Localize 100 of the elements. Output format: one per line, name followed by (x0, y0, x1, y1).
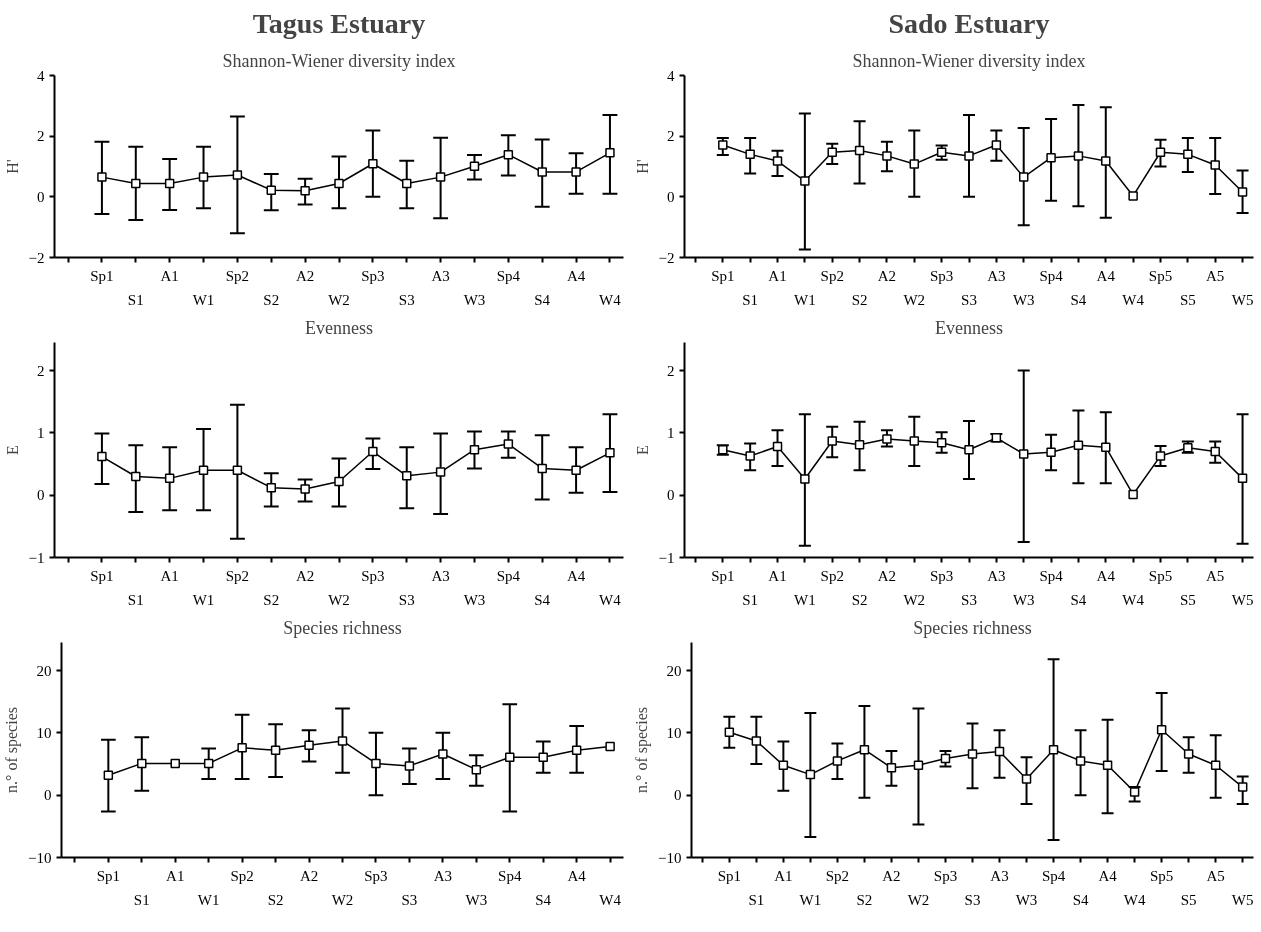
x-tick-label: A3 (987, 567, 1006, 584)
point (1237, 187, 1248, 197)
x-tick-label: A1 (768, 267, 787, 284)
x-tick-label: Sp1 (90, 567, 114, 584)
x-tick-label: A4 (566, 267, 586, 284)
y-tick-label: 2 (37, 128, 45, 145)
point (401, 178, 412, 189)
point (1129, 787, 1140, 797)
y-tick-label: 0 (37, 487, 45, 504)
point (137, 758, 147, 769)
point (266, 482, 277, 493)
x-tick-label: A2 (882, 867, 901, 884)
x-tick-label: W4 (1123, 891, 1146, 908)
point (97, 451, 107, 462)
point (909, 159, 920, 169)
chart-subtitle: Shannon-Wiener diversity index (852, 50, 1086, 71)
point (368, 159, 378, 169)
x-tick-label: A4 (566, 567, 586, 584)
point (991, 140, 1002, 150)
chart-title: Species richness (913, 617, 1032, 638)
x-tick-label: A2 (877, 267, 897, 284)
y-tick-label: 10 (36, 724, 52, 741)
x-tick-label: S1 (127, 291, 144, 308)
x-tick-label: W1 (794, 591, 816, 608)
point (1101, 156, 1111, 166)
x-tick-label: Sp4 (1039, 267, 1064, 284)
point (1048, 744, 1059, 755)
x-tick-label: W5 (1231, 291, 1254, 308)
point (401, 471, 412, 481)
point (164, 473, 175, 484)
x-tick-label: Sp2 (820, 567, 844, 584)
x-tick-label: W3 (1012, 591, 1035, 608)
x-tick-label: W5 (1231, 591, 1254, 608)
x-tick-label: A5 (1206, 267, 1225, 284)
point (300, 186, 310, 196)
point (1102, 760, 1113, 771)
point (1210, 760, 1221, 771)
y-axis-title: E (3, 445, 21, 455)
point (859, 744, 870, 755)
x-tick-label: A4 (567, 867, 587, 884)
point (131, 471, 141, 482)
point (827, 147, 837, 157)
y-tick-label: −10 (658, 849, 682, 866)
x-tick-label: A3 (433, 867, 453, 884)
x-tick-label: Sp4 (498, 867, 522, 884)
x-tick-label: W3 (463, 291, 486, 308)
point (266, 185, 277, 195)
x-tick-label: Sp5 (1148, 567, 1173, 584)
point (505, 752, 515, 762)
point (745, 149, 755, 160)
point (164, 178, 175, 189)
x-tick-label: W1 (197, 891, 220, 908)
x-tick-label: Sp5 (1148, 267, 1173, 284)
x-tick-label: A3 (431, 567, 450, 584)
x-tick-label: Sp2 (225, 267, 250, 284)
point (745, 451, 755, 461)
point (882, 434, 892, 444)
x-tick-label: Sp3 (933, 867, 958, 884)
x-tick-label: W3 (1015, 891, 1038, 908)
x-tick-label: A3 (990, 867, 1009, 884)
point (1046, 152, 1056, 163)
point (237, 743, 247, 753)
x-tick-label: S4 (534, 291, 551, 308)
x-tick-label: S2 (856, 891, 873, 908)
x-tick-label: A2 (295, 567, 315, 584)
y-tick-label: −2 (658, 249, 675, 266)
point (337, 736, 348, 746)
point (1073, 440, 1084, 451)
point (471, 764, 482, 775)
x-tick-label: W1 (192, 591, 215, 608)
point (1183, 749, 1194, 759)
x-tick-label: S2 (851, 591, 868, 608)
y-tick-label: −1 (28, 549, 45, 566)
y-tick-label: 0 (37, 188, 45, 205)
y-axis-title: E (633, 445, 651, 455)
x-tick-label: Sp2 (825, 867, 850, 884)
x-tick-label: S5 (1179, 291, 1196, 308)
chart-title: Sado Estuary (888, 7, 1050, 39)
x-tick-label: A1 (774, 867, 793, 884)
x-tick-label: S2 (263, 291, 280, 308)
point (435, 467, 446, 477)
point (571, 465, 581, 475)
y-tick-label: 20 (36, 662, 52, 679)
x-tick-label: W5 (1231, 891, 1254, 908)
x-tick-label: Sp1 (711, 267, 735, 284)
point (1021, 774, 1032, 784)
y-tick-label: 1 (667, 424, 675, 441)
x-tick-label: Sp3 (929, 267, 954, 284)
point (800, 176, 810, 186)
point (751, 736, 762, 746)
x-tick-label: S1 (133, 891, 150, 908)
x-tick-label: A4 (1096, 267, 1116, 284)
point (772, 441, 783, 452)
point (1237, 782, 1248, 792)
x-tick-label: W1 (799, 891, 822, 908)
x-tick-label: W2 (328, 291, 350, 308)
x-tick-label: S1 (742, 591, 759, 608)
x-tick-label: S4 (535, 891, 552, 908)
y-tick-label: −10 (28, 849, 52, 866)
point (994, 746, 1005, 757)
